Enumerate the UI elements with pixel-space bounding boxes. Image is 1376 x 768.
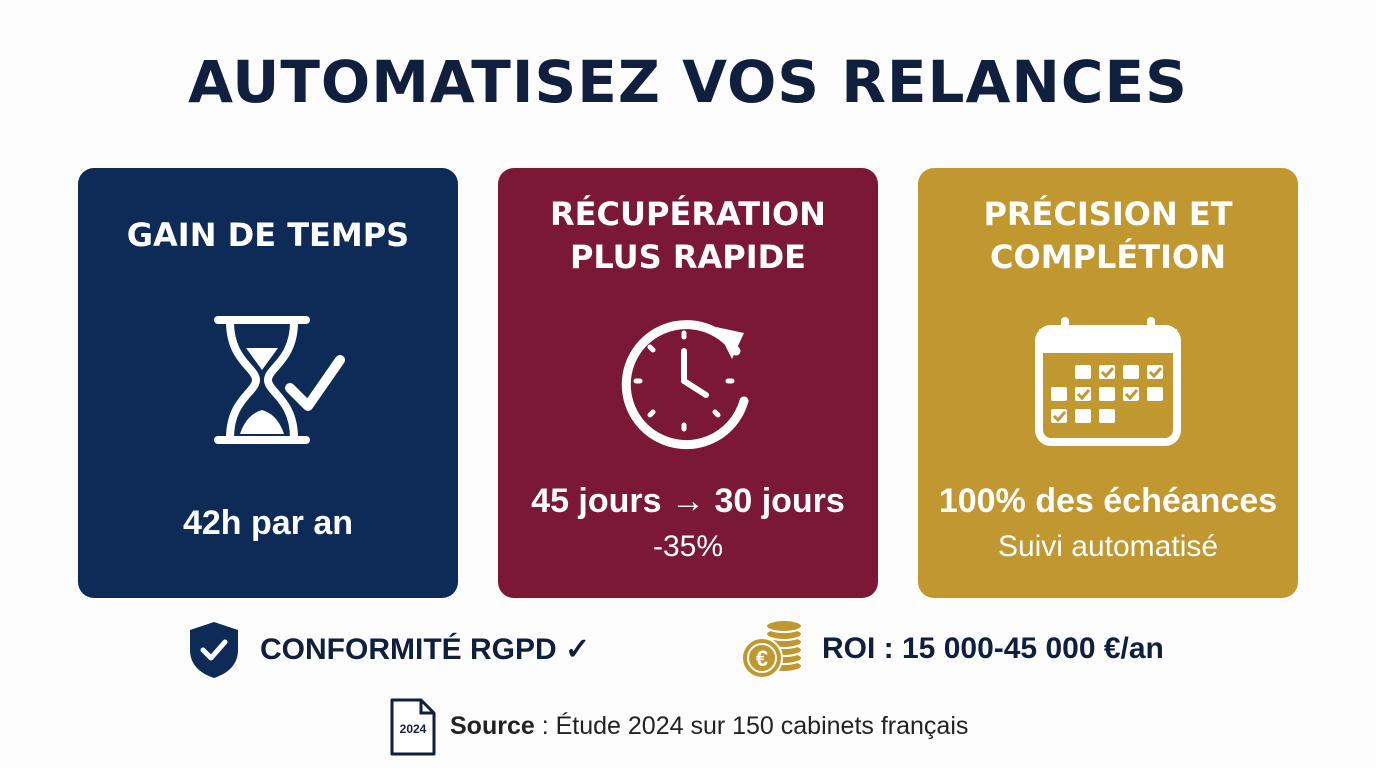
card-title-line: PLUS RAPIDE bbox=[569, 238, 807, 276]
card-title-line: PRÉCISION ET bbox=[983, 195, 1233, 233]
card-stat-line: 45 jours → 30 jours bbox=[531, 482, 845, 520]
card-stat: 100% des échéances Suivi automatisé bbox=[918, 478, 1298, 570]
card-stat-line: -35% bbox=[652, 530, 724, 563]
card-stat-line: 42h par an bbox=[182, 504, 354, 542]
shield-icon bbox=[190, 622, 238, 678]
source-line: Source : Étude 2024 sur 150 cabinets fra… bbox=[450, 712, 968, 741]
card-stat-line: Suivi automatisé bbox=[997, 530, 1219, 563]
page-title: AUTOMATISEZ VOS RELANCES bbox=[188, 48, 1188, 116]
card-stat-line: 100% des échéances bbox=[938, 482, 1278, 520]
clock-icon bbox=[621, 320, 749, 450]
card-stat: 45 jours → 30 jours -35% bbox=[498, 478, 878, 570]
source-text: : Étude 2024 sur 150 cabinets français bbox=[534, 712, 969, 740]
document-icon: 2024 bbox=[390, 698, 436, 756]
card-title: RÉCUPÉRATION PLUS RAPIDE bbox=[498, 193, 878, 279]
coins-icon: € bbox=[741, 619, 803, 679]
document-year: 2024 bbox=[400, 722, 427, 736]
card-stat: 42h par an bbox=[78, 500, 458, 546]
roi-label: ROI : 15 000-45 000 €/an bbox=[822, 632, 1164, 665]
card: GAIN DE TEMPS 42h par an bbox=[78, 168, 458, 598]
source-label: Source bbox=[450, 712, 535, 740]
card-title-line: GAIN DE TEMPS bbox=[126, 216, 410, 254]
card: RÉCUPÉRATION PLUS RAPIDE 45 jours → 30 jo… bbox=[498, 168, 878, 598]
card: PRÉCISION ET COMPLÉTION 100% des échéance… bbox=[918, 168, 1298, 598]
card-title: PRÉCISION ET COMPLÉTION bbox=[918, 193, 1298, 279]
coin-symbol: € bbox=[756, 646, 768, 671]
calendar-icon bbox=[1035, 317, 1181, 446]
card-title-line: RÉCUPÉRATION bbox=[550, 195, 826, 233]
hourglass-icon bbox=[214, 316, 345, 444]
card-title-line: COMPLÉTION bbox=[990, 238, 1226, 276]
compliance-label: CONFORMITÉ RGPD ✓ bbox=[260, 633, 591, 666]
card-title: GAIN DE TEMPS bbox=[78, 214, 458, 257]
